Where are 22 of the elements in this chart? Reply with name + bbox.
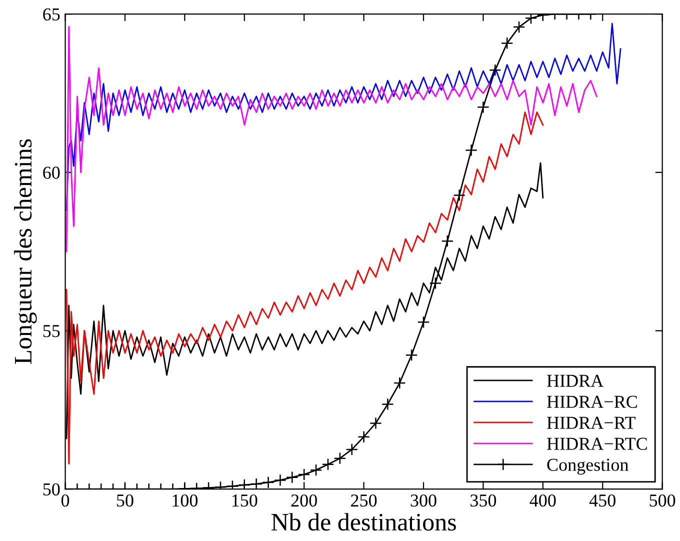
x-axis-title: Nb de destinations	[271, 513, 456, 531]
x-tick-label: 350	[470, 494, 496, 507]
x-tick-label: 150	[232, 494, 258, 507]
x-tick-label: 400	[530, 494, 556, 507]
y-axis-title: Longueur des chemins	[14, 139, 37, 364]
x-tick-label: 200	[291, 494, 317, 507]
y-tick-label: 60	[43, 166, 60, 179]
x-tick-label: 50	[117, 494, 134, 507]
y-tick-label: 65	[43, 8, 60, 21]
x-tick-label: 300	[410, 494, 436, 507]
x-tick-label: 0	[61, 494, 70, 507]
legend-label: HIDRA	[547, 374, 604, 387]
y-tick-label: 50	[43, 483, 60, 496]
x-tick-label: 450	[589, 494, 616, 507]
x-tick-label: 100	[172, 494, 198, 507]
legend-label: HIDRA−RTC	[547, 438, 647, 450]
legend-label: HIDRA−RC	[547, 396, 637, 408]
y-tick-label: 55	[43, 325, 60, 338]
x-tick-label: 250	[351, 494, 377, 507]
legend-label: Congestion	[547, 458, 628, 475]
x-tick-label: 500	[650, 494, 676, 507]
legend-label: HIDRA−RT	[547, 416, 636, 429]
